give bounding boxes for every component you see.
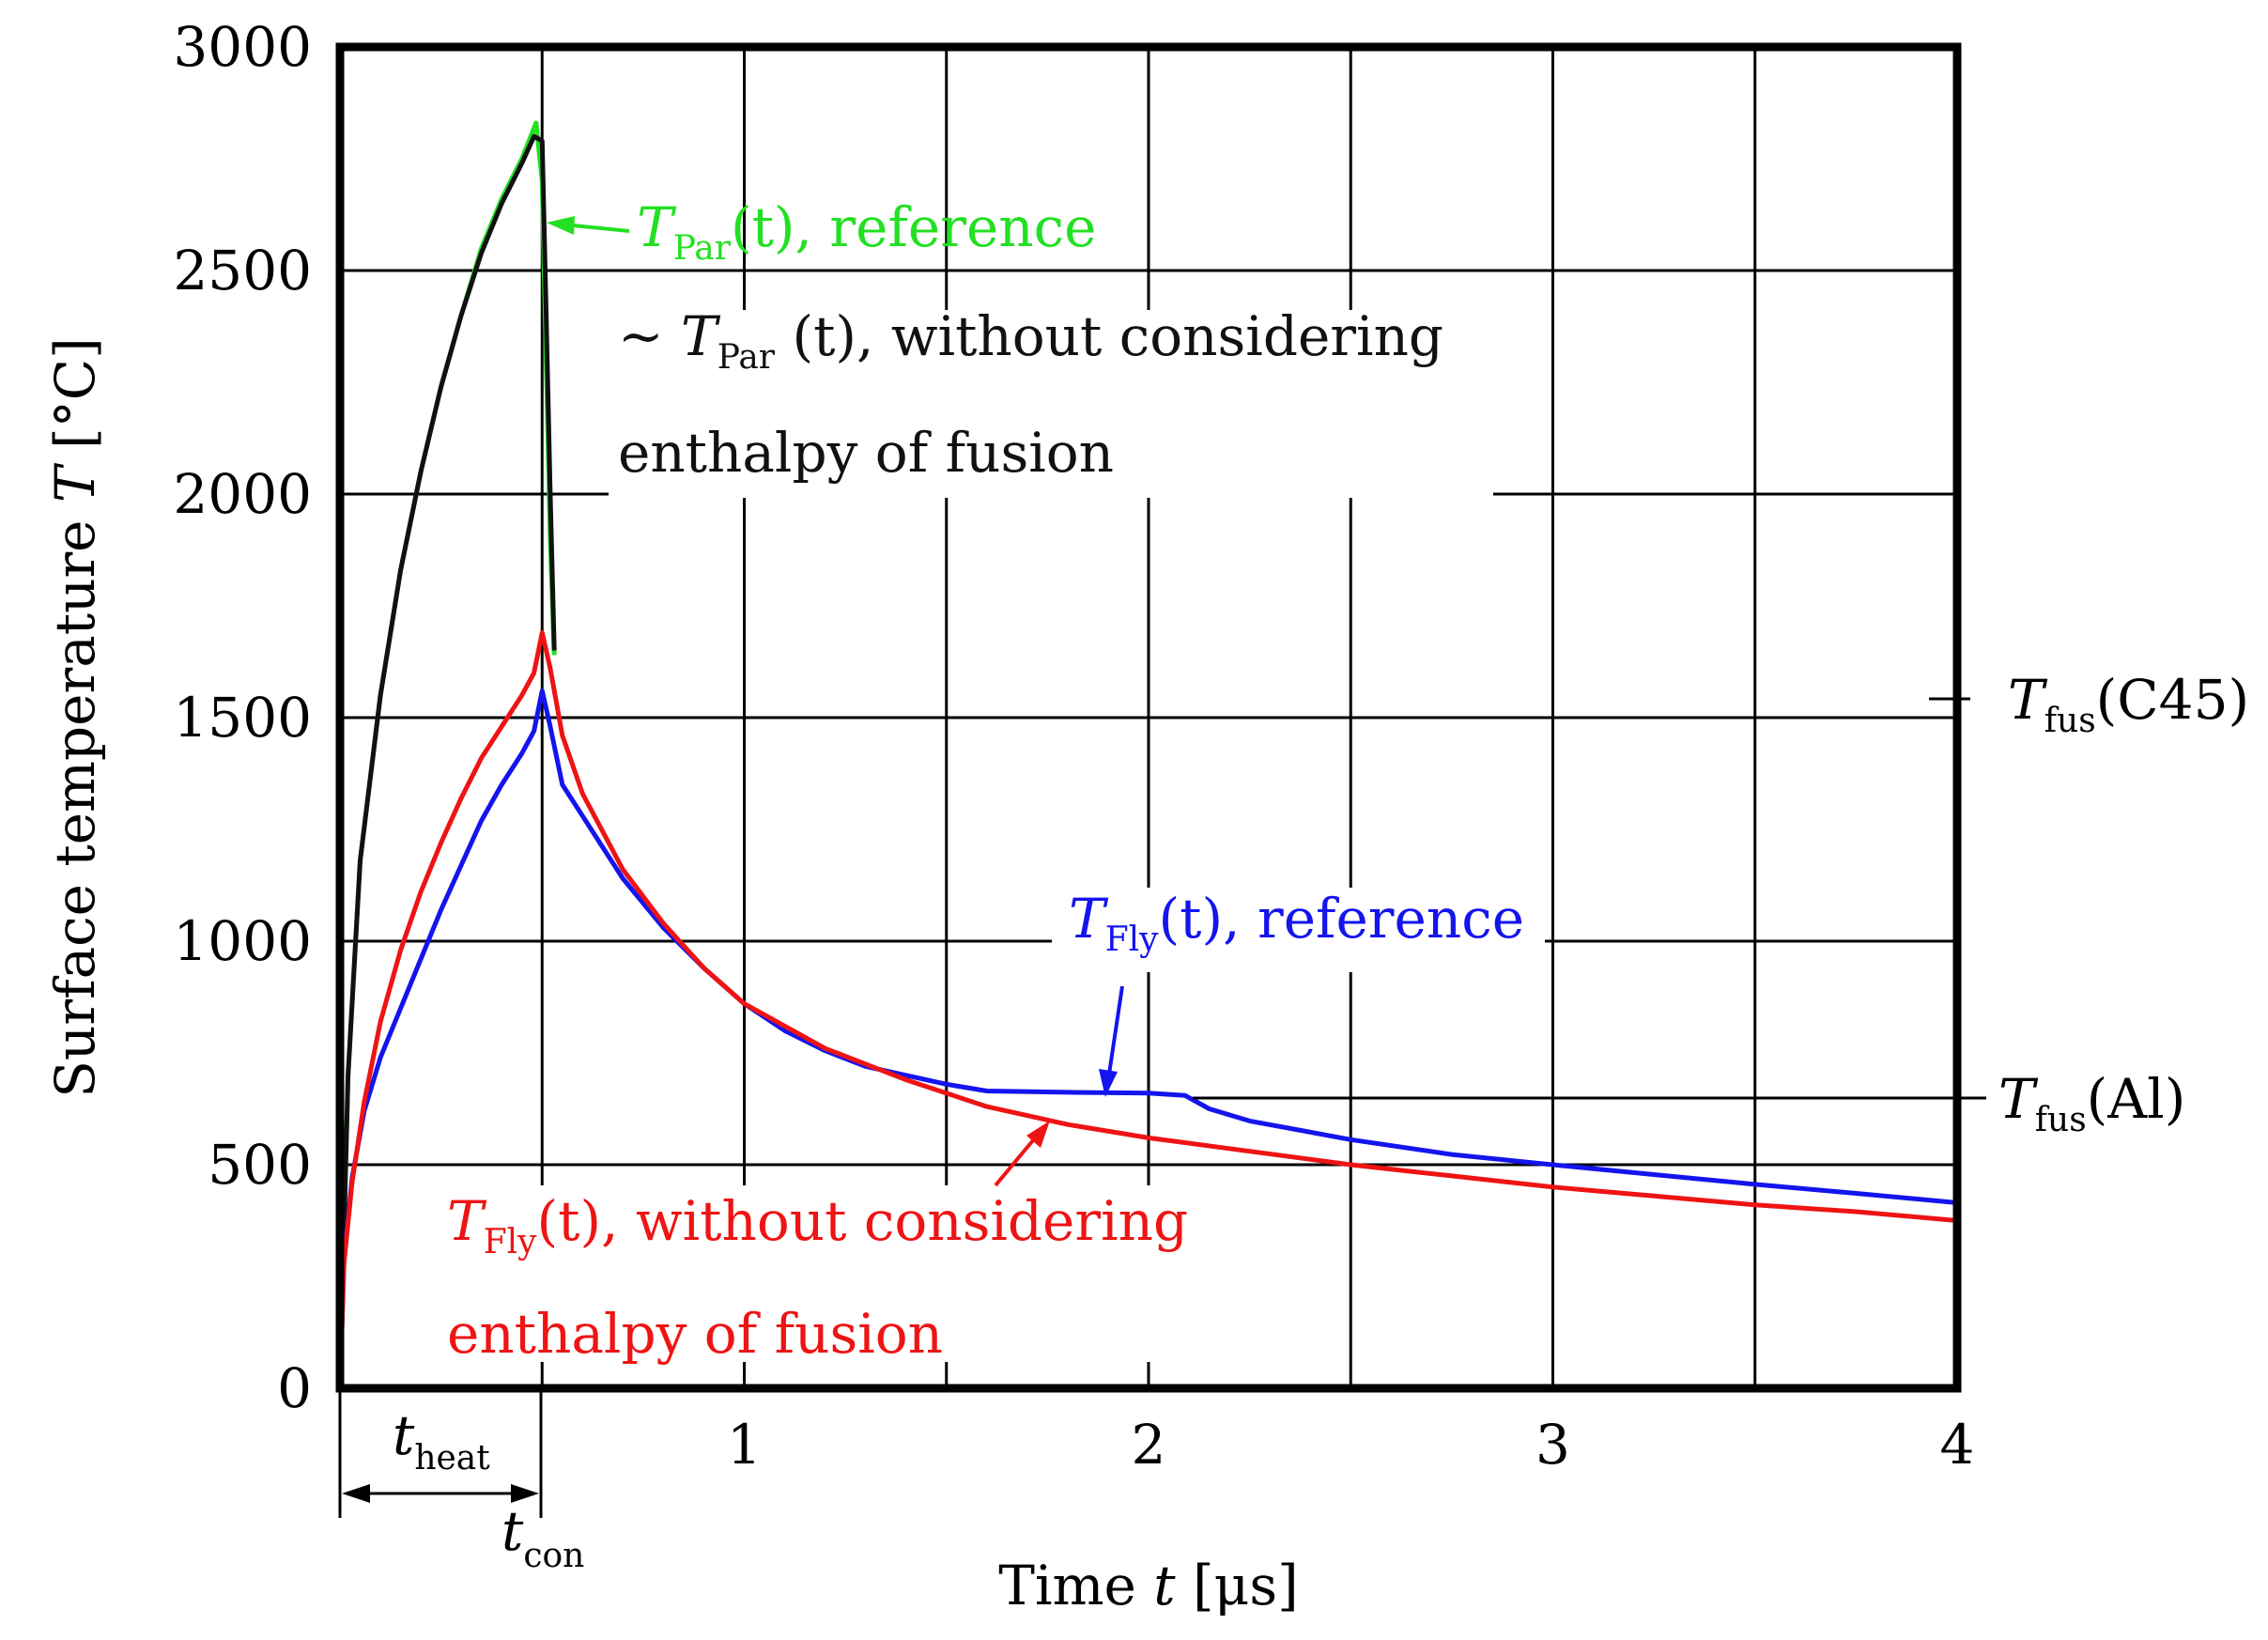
label-bg-par [609, 310, 1493, 498]
label-t-heat: theat [393, 1403, 490, 1478]
x-tick-label-1: 2 [1132, 1413, 1166, 1477]
y-tick-label-1: 500 [208, 1133, 312, 1197]
annotation-t-fly-no-enthalpy-line2: enthalpy of fusion [447, 1302, 943, 1366]
series-line-1 [337, 133, 557, 1389]
y-tick-labels: 0 500 1000 1500 2000 2500 3000 [173, 15, 312, 1420]
arrowhead-t-fly-no-enthalpy [1026, 1121, 1050, 1148]
y-tick-label-5: 2500 [173, 239, 312, 302]
label-t-fus-c45: Tfus(C45) [2008, 668, 2249, 740]
x-tick-label-3: 4 [1940, 1413, 1975, 1477]
x-axis-label: Time t [μs] [998, 1554, 1298, 1617]
annotation-t-fly-no-enthalpy: TFly(t), without considering [447, 1189, 1188, 1261]
y-tick-label-0: 0 [277, 1356, 312, 1420]
arrowhead-t-par-reference [547, 216, 575, 235]
t-heat-arrowhead-left [342, 1484, 370, 1503]
annotation-t-par-no-enthalpy-line2: enthalpy of fusion [618, 421, 1114, 485]
x-tick-labels: 1 2 3 4 [727, 1413, 1974, 1477]
annotation-t-par-no-enthalpy: ~ TPar (t), without considering [618, 304, 1443, 377]
plot-frame [335, 42, 1962, 1393]
y-axis-label: Surface temperature T [°C] [43, 337, 107, 1097]
y-tick-label-3: 1500 [173, 686, 312, 750]
x-tick-label-0: 1 [727, 1413, 762, 1477]
arrow-t-fly-no-enthalpy [994, 1133, 1040, 1187]
label-t-con: tcon [501, 1499, 584, 1575]
label-bg-fly-ref [1052, 888, 1545, 972]
x-tick-label-2: 3 [1535, 1413, 1570, 1477]
arrowhead-t-fly-reference [1099, 1069, 1118, 1097]
y-tick-label-2: 1000 [173, 909, 312, 973]
label-t-fus-al: Tfus(Al) [1998, 1067, 2185, 1139]
series-line-3 [337, 630, 1958, 1389]
y-tick-label-4: 2000 [173, 462, 312, 526]
t-heat-arrowhead-right [511, 1484, 539, 1503]
annotation-t-fly-reference: TFly(t), reference [1069, 887, 1524, 959]
annotation-t-par-reference: TPar(t), reference [637, 195, 1096, 268]
series-group [337, 120, 1958, 1389]
y-tick-label-6: 3000 [173, 15, 312, 79]
label-bg-fly-noenth [438, 1185, 1245, 1362]
arrow-t-fly-reference [1106, 985, 1124, 1081]
